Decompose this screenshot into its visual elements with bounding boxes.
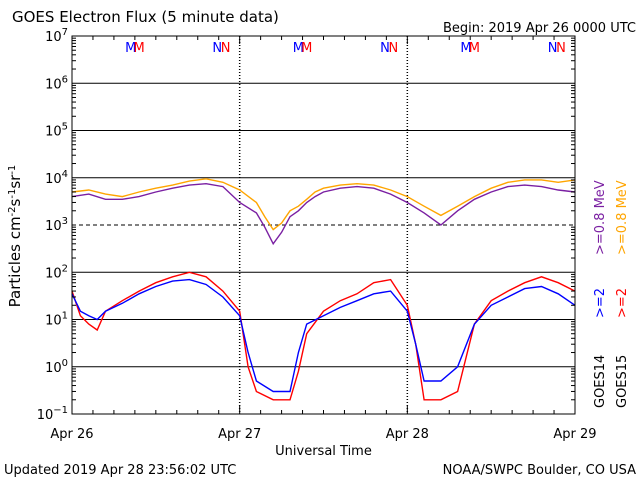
x-tick-label: Apr 27 [218, 427, 261, 442]
y-axis-label: Particles cm-2s-1sr-1 [6, 165, 24, 308]
chart-title: GOES Electron Flux (5 minute data) [12, 8, 279, 26]
marker-m: M [460, 41, 471, 56]
plot-frame [71, 35, 576, 415]
marker-m: M [125, 41, 136, 56]
marker-m: M [133, 41, 144, 56]
y-tick-label: 103 [45, 216, 68, 234]
marker-m: M [293, 41, 304, 56]
y-label-particles: Particles cm [6, 216, 24, 307]
marker-n: N [380, 41, 390, 56]
y-tick-label: 102 [45, 263, 68, 281]
legend-goes14-lo: >=2 [593, 288, 608, 318]
updated-timestamp: Updated 2019 Apr 28 23:56:02 UTC [4, 463, 236, 478]
y-tick-label: 105 [45, 122, 68, 140]
top-markers: MM NN MM NN MM NN [125, 41, 566, 56]
series-line [71, 271, 576, 401]
legend-goes15: GOES15 [615, 355, 630, 408]
marker-n: N [556, 41, 566, 56]
x-tick-label: Apr 28 [386, 427, 429, 442]
series-line [71, 278, 576, 393]
tick-labels: 10−1 100 101 102 103 104 105 106 107 Apr 26 Apr 27… [37, 27, 597, 442]
plot-area [72, 36, 575, 414]
x-tick-label: Apr 26 [50, 427, 93, 442]
y-tick-label: 101 [45, 311, 68, 329]
y-tick-label: 106 [45, 74, 68, 92]
x-axis-label: Universal Time [275, 444, 372, 459]
begin-time: Begin: 2019 Apr 26 0000 UTC [443, 21, 636, 36]
legend-goes15-lo: >=2 [615, 288, 630, 318]
marker-m: M [469, 41, 480, 56]
series-line [71, 178, 576, 231]
y-tick-label: 107 [45, 27, 68, 45]
legend-goes15-hi: >=0.8 MeV [615, 180, 630, 255]
legend-goes14-hi: >=0.8 MeV [593, 180, 608, 255]
series-line [71, 182, 576, 246]
marker-n: N [212, 41, 222, 56]
marker-n: N [548, 41, 558, 56]
y-tick-label: 104 [45, 169, 68, 187]
legend-goes14: GOES14 [593, 355, 608, 408]
marker-n: N [388, 41, 398, 56]
y-tick-label: 10−1 [37, 405, 68, 423]
data-series-group [71, 178, 576, 401]
x-tick-label: Apr 29 [553, 427, 596, 442]
right-legend: GOES14 GOES15 >=2 >=2 >=0.8 MeV >=0.8 Me… [593, 180, 630, 408]
marker-m: M [301, 41, 312, 56]
y-tick-label: 100 [45, 358, 68, 376]
credit-text: NOAA/SWPC Boulder, CO USA [443, 463, 636, 478]
marker-n: N [221, 41, 231, 56]
